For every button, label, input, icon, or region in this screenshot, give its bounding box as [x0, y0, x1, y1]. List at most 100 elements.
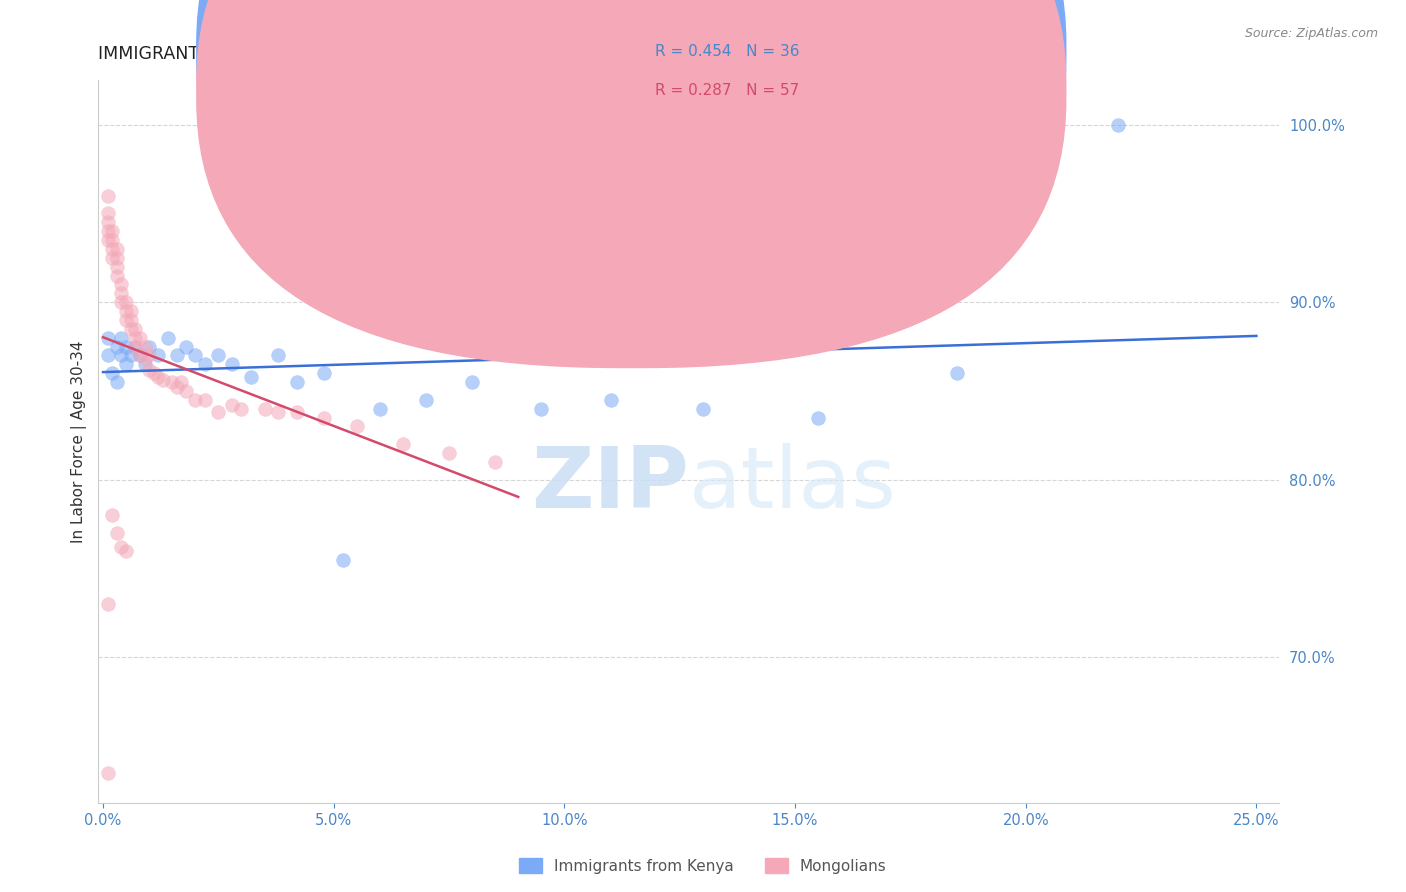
Point	[115, 340, 138, 354]
Text: atlas: atlas	[689, 443, 897, 526]
Point	[105, 251, 128, 265]
Point	[129, 331, 152, 345]
Point	[97, 331, 120, 345]
Point	[124, 340, 146, 354]
Point	[221, 357, 243, 371]
Point	[148, 348, 170, 362]
Point	[415, 392, 437, 407]
Point	[110, 331, 132, 345]
Point	[285, 375, 308, 389]
Text: IMMIGRANTS FROM KENYA VS MONGOLIAN IN LABOR FORCE | AGE 30-34 CORRELATION CHART: IMMIGRANTS FROM KENYA VS MONGOLIAN IN LA…	[98, 45, 928, 62]
Point	[267, 348, 290, 362]
Point	[166, 348, 188, 362]
Point	[142, 366, 165, 380]
Point	[120, 348, 142, 362]
Point	[105, 268, 128, 283]
Point	[101, 233, 124, 247]
Point	[120, 304, 142, 318]
Point	[97, 188, 120, 202]
Point	[184, 392, 207, 407]
Point	[101, 508, 124, 523]
Point	[105, 375, 128, 389]
Point	[134, 351, 156, 366]
Point	[138, 348, 160, 362]
Point	[285, 405, 308, 419]
Point	[253, 401, 276, 416]
Point	[110, 348, 132, 362]
Point	[115, 295, 138, 310]
Point	[193, 357, 215, 371]
Point	[599, 392, 621, 407]
Point	[484, 455, 506, 469]
Point	[193, 392, 215, 407]
Point	[807, 410, 830, 425]
Point	[97, 233, 120, 247]
Point	[207, 348, 229, 362]
Point	[368, 401, 391, 416]
Text: R = 0.287   N = 57: R = 0.287 N = 57	[655, 84, 800, 98]
Point	[174, 384, 197, 398]
Y-axis label: In Labor Force | Age 30-34: In Labor Force | Age 30-34	[72, 340, 87, 543]
Point	[115, 543, 138, 558]
Point	[162, 375, 183, 389]
Point	[97, 597, 120, 611]
Point	[138, 362, 160, 376]
Text: Source: ZipAtlas.com: Source: ZipAtlas.com	[1244, 27, 1378, 40]
Point	[314, 410, 336, 425]
Point	[97, 206, 120, 220]
Point	[105, 242, 128, 256]
Point	[110, 286, 132, 301]
Point	[267, 405, 290, 419]
Point	[134, 340, 156, 354]
Point	[115, 313, 138, 327]
Point	[170, 375, 193, 389]
Point	[115, 357, 138, 371]
Legend: Immigrants from Kenya, Mongolians: Immigrants from Kenya, Mongolians	[513, 852, 893, 880]
Point	[110, 295, 132, 310]
Point	[221, 398, 243, 412]
Point	[129, 348, 152, 362]
Point	[166, 380, 188, 394]
Point	[314, 366, 336, 380]
Point	[110, 540, 132, 554]
Point	[97, 224, 120, 238]
Point	[152, 373, 174, 387]
Point	[97, 215, 120, 229]
Point	[120, 313, 142, 327]
Point	[124, 331, 146, 345]
Point	[392, 437, 415, 451]
Text: R = 0.454   N = 36: R = 0.454 N = 36	[655, 45, 800, 59]
Point	[1107, 118, 1129, 132]
Point	[105, 340, 128, 354]
Point	[437, 446, 460, 460]
Point	[97, 765, 120, 780]
Point	[101, 366, 124, 380]
Point	[461, 375, 484, 389]
Point	[530, 401, 553, 416]
Point	[115, 304, 138, 318]
Point	[207, 405, 229, 419]
Point	[124, 322, 146, 336]
Point	[101, 242, 124, 256]
Point	[101, 251, 124, 265]
Point	[134, 357, 156, 371]
Point	[138, 340, 160, 354]
Point	[110, 277, 132, 292]
Point	[332, 552, 354, 566]
Point	[105, 525, 128, 540]
Point	[239, 369, 262, 384]
Point	[692, 401, 714, 416]
Point	[148, 369, 170, 384]
Point	[184, 348, 207, 362]
Point	[101, 224, 124, 238]
Point	[129, 348, 152, 362]
Point	[120, 322, 142, 336]
Point	[105, 260, 128, 274]
Point	[945, 366, 967, 380]
Point	[97, 348, 120, 362]
Point	[124, 340, 146, 354]
Point	[346, 419, 368, 434]
Point	[156, 331, 179, 345]
Point	[174, 340, 197, 354]
Point	[231, 401, 253, 416]
